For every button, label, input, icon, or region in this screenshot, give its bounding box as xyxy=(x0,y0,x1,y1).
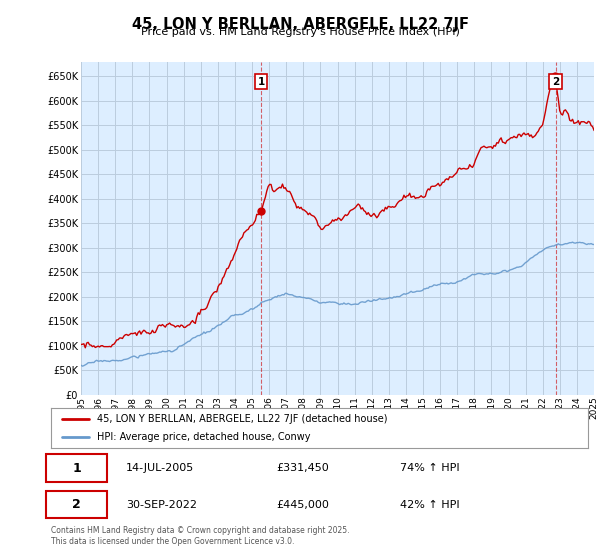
Text: 42% ↑ HPI: 42% ↑ HPI xyxy=(400,500,460,510)
Text: 1: 1 xyxy=(257,77,265,87)
Text: 2: 2 xyxy=(72,498,81,511)
Text: 2: 2 xyxy=(552,77,559,87)
Text: HPI: Average price, detached house, Conwy: HPI: Average price, detached house, Conw… xyxy=(97,432,310,442)
Text: 74% ↑ HPI: 74% ↑ HPI xyxy=(400,463,460,473)
Text: 45, LON Y BERLLAN, ABERGELE, LL22 7JF: 45, LON Y BERLLAN, ABERGELE, LL22 7JF xyxy=(131,17,469,32)
FancyBboxPatch shape xyxy=(46,454,107,482)
Text: £445,000: £445,000 xyxy=(277,500,329,510)
Text: 14-JUL-2005: 14-JUL-2005 xyxy=(126,463,194,473)
Text: Contains HM Land Registry data © Crown copyright and database right 2025.
This d: Contains HM Land Registry data © Crown c… xyxy=(51,526,349,546)
FancyBboxPatch shape xyxy=(46,491,107,519)
Text: 30-SEP-2022: 30-SEP-2022 xyxy=(126,500,197,510)
Text: 1: 1 xyxy=(72,461,81,475)
Text: Price paid vs. HM Land Registry's House Price Index (HPI): Price paid vs. HM Land Registry's House … xyxy=(140,27,460,37)
Text: 45, LON Y BERLLAN, ABERGELE, LL22 7JF (detached house): 45, LON Y BERLLAN, ABERGELE, LL22 7JF (d… xyxy=(97,414,387,423)
Text: £331,450: £331,450 xyxy=(277,463,329,473)
